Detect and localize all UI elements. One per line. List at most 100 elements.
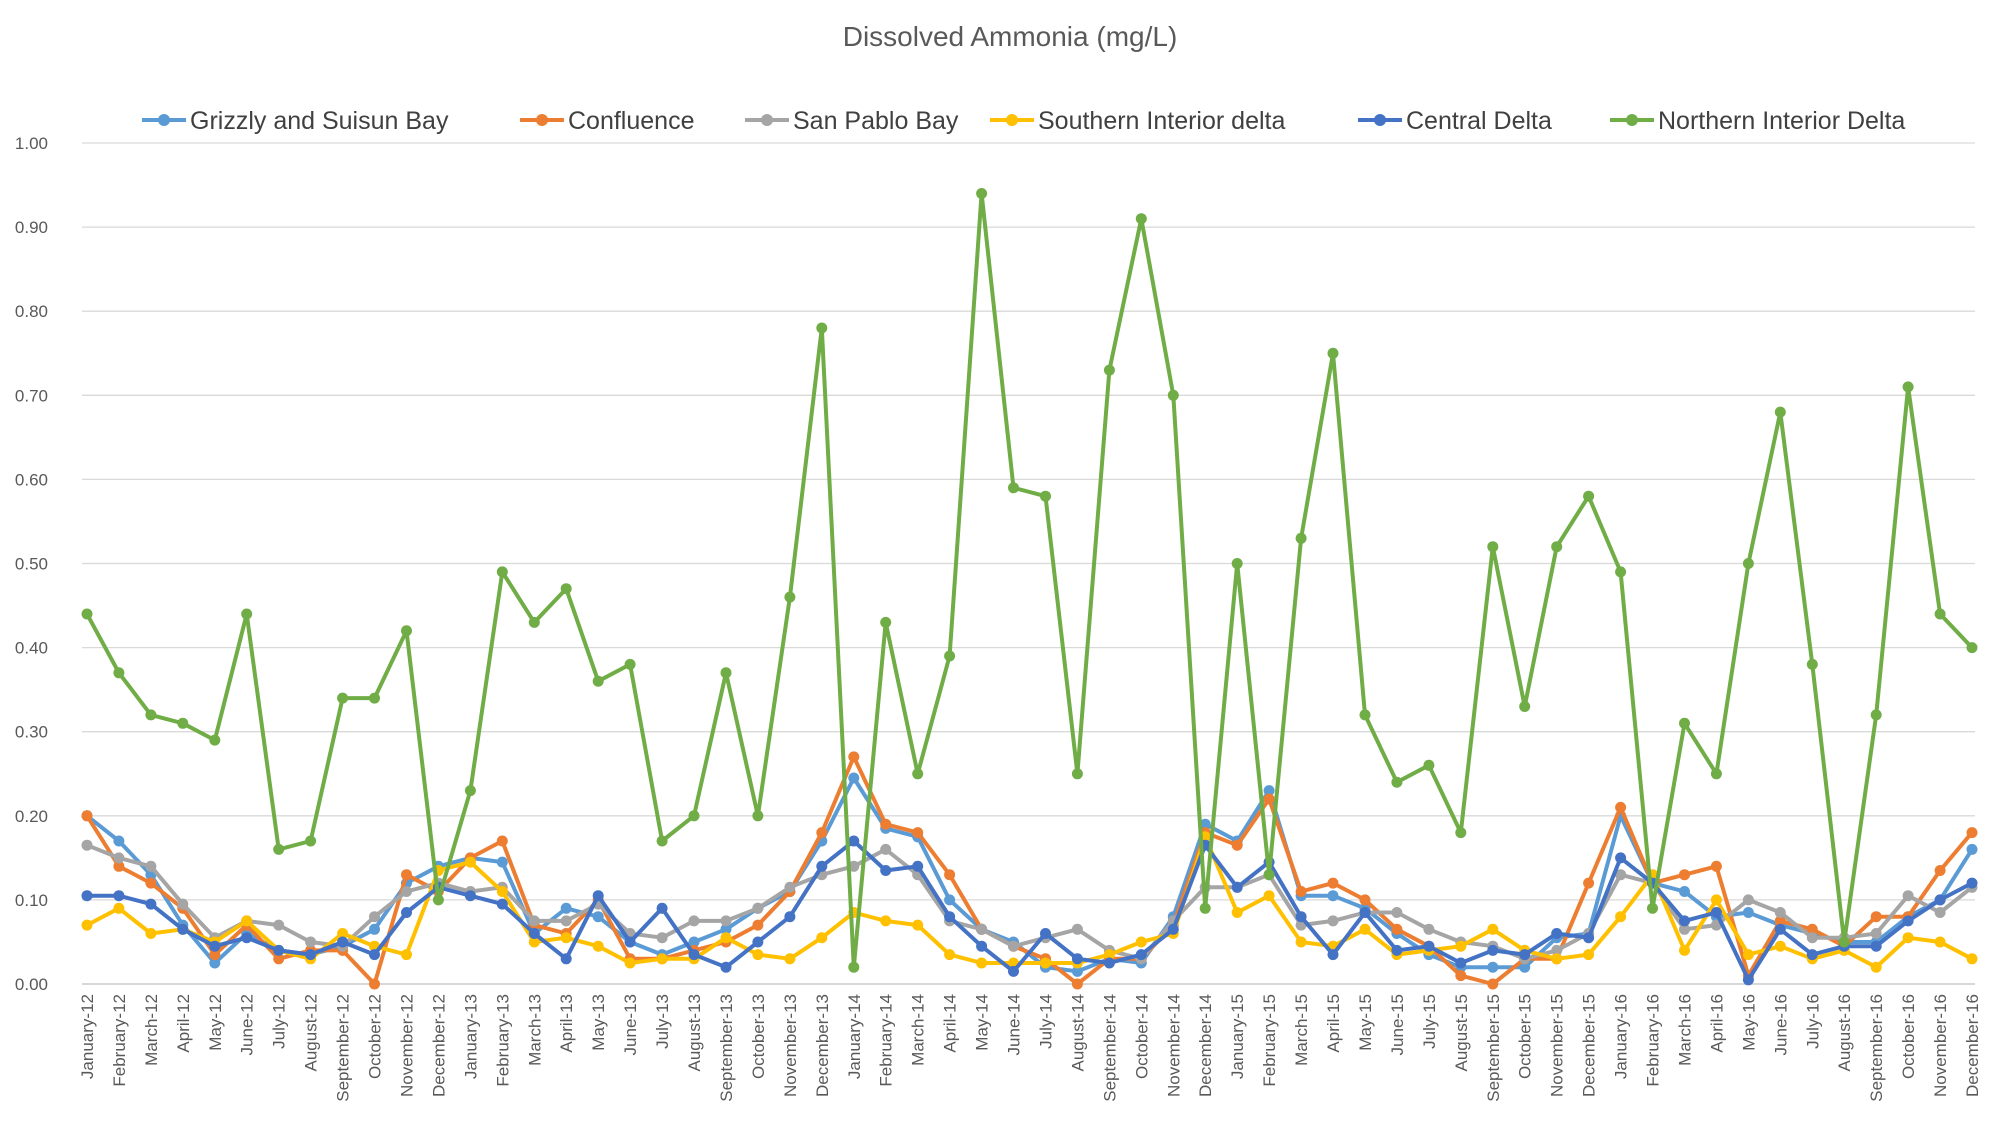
gridlines xyxy=(82,142,1975,985)
y-tick-label: 0.00 xyxy=(15,975,48,994)
data-point xyxy=(369,911,380,923)
data-point xyxy=(944,949,956,961)
data-point xyxy=(1103,949,1115,961)
data-point xyxy=(1008,940,1019,952)
data-point xyxy=(784,591,796,603)
data-point xyxy=(1742,907,1754,918)
x-axis-ticks: January-12 February-12 March-12 April-12 May… xyxy=(78,994,1982,1102)
data-point xyxy=(337,692,349,704)
series-line xyxy=(85,839,1974,982)
data-point xyxy=(1902,890,1914,902)
data-point xyxy=(1870,940,1882,952)
series-grizzly-and-suisun-bay xyxy=(81,772,1978,977)
data-point xyxy=(1679,944,1690,956)
x-tick-label: November-15 xyxy=(1548,994,1567,1097)
data-point xyxy=(81,810,93,822)
data-point xyxy=(752,919,764,931)
x-tick-label: November-16 xyxy=(1931,994,1950,1097)
data-point xyxy=(273,843,285,855)
data-point xyxy=(1071,965,1083,977)
series-layer xyxy=(81,188,1978,990)
data-point xyxy=(784,953,796,965)
data-point xyxy=(496,886,508,897)
x-tick-label: July-12 xyxy=(270,994,289,1049)
data-point xyxy=(1487,923,1499,935)
data-point xyxy=(720,961,732,973)
data-point xyxy=(113,902,125,914)
data-point xyxy=(209,940,221,952)
data-point xyxy=(1040,928,1051,939)
data-point xyxy=(1103,364,1115,376)
data-point xyxy=(688,915,700,927)
data-point xyxy=(1966,953,1978,965)
data-point xyxy=(1167,389,1179,401)
data-point xyxy=(1615,852,1627,864)
data-point xyxy=(848,835,860,847)
legend-label: Central Delta xyxy=(1406,107,1552,135)
data-point xyxy=(944,650,956,662)
data-point xyxy=(592,940,604,952)
y-tick-label: 0.90 xyxy=(15,218,48,237)
data-point xyxy=(1934,608,1946,620)
x-tick-label: July-16 xyxy=(1803,994,1822,1049)
x-tick-label: May-16 xyxy=(1739,994,1758,1051)
data-point xyxy=(1423,759,1435,771)
data-point xyxy=(624,957,636,969)
x-tick-label: June-16 xyxy=(1771,994,1790,1055)
data-point xyxy=(1870,911,1882,923)
data-point xyxy=(1455,970,1467,982)
x-tick-label: January-12 xyxy=(78,994,97,1079)
data-point xyxy=(1327,877,1339,889)
data-point xyxy=(1167,923,1179,935)
data-point xyxy=(720,923,732,935)
data-point xyxy=(880,865,892,876)
data-point xyxy=(1551,541,1563,553)
data-point xyxy=(688,949,700,961)
data-point xyxy=(209,949,221,961)
data-point xyxy=(1838,936,1850,948)
data-point xyxy=(209,957,221,969)
data-point xyxy=(1008,965,1019,977)
data-point xyxy=(305,936,317,948)
data-point xyxy=(912,827,924,839)
data-point xyxy=(560,583,572,595)
y-tick-label: 0.20 xyxy=(15,807,48,826)
data-point xyxy=(1103,957,1115,969)
data-point xyxy=(1742,558,1754,569)
data-point xyxy=(177,898,189,910)
data-point xyxy=(560,932,572,944)
x-tick-label: March-12 xyxy=(142,994,161,1066)
x-tick-label: February-14 xyxy=(877,994,896,1087)
data-point xyxy=(1902,381,1914,393)
data-point xyxy=(1391,944,1403,956)
data-point xyxy=(720,932,732,944)
data-point xyxy=(1135,936,1147,948)
data-point xyxy=(592,890,604,902)
data-point xyxy=(720,915,732,927)
data-point xyxy=(1071,923,1083,935)
x-tick-label: October-12 xyxy=(366,994,385,1079)
x-tick-label: February-16 xyxy=(1644,994,1663,1087)
data-point xyxy=(1295,936,1307,948)
x-tick-label: April-15 xyxy=(1324,994,1343,1053)
data-point xyxy=(1391,923,1403,935)
data-point xyxy=(1327,347,1339,359)
data-point xyxy=(816,860,828,872)
data-point xyxy=(1263,890,1275,902)
data-point xyxy=(912,860,924,872)
data-point xyxy=(592,911,604,923)
data-point xyxy=(1615,566,1627,578)
data-point xyxy=(1327,949,1339,961)
x-tick-label: October-13 xyxy=(749,994,768,1079)
x-tick-label: February-12 xyxy=(110,994,129,1087)
x-tick-label: December-12 xyxy=(429,994,448,1097)
legend-item: Confluence xyxy=(520,107,694,135)
x-tick-label: July-13 xyxy=(653,994,672,1049)
data-point xyxy=(1806,949,1818,961)
data-point xyxy=(1071,768,1083,780)
data-point xyxy=(1391,907,1403,918)
legend-swatch-marker xyxy=(1374,114,1386,126)
data-point xyxy=(1774,940,1786,952)
data-point xyxy=(496,566,508,578)
